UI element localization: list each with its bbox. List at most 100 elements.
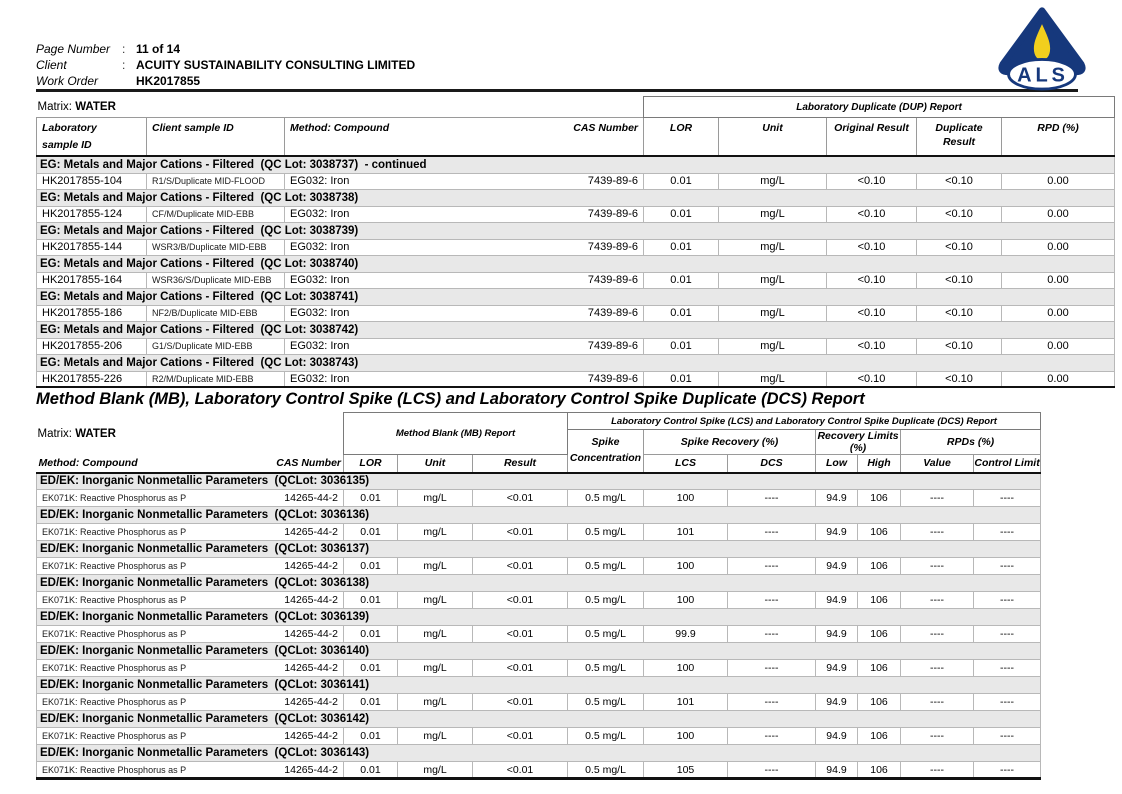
group-spike-recovery: Spike Recovery (%) bbox=[643, 429, 816, 455]
cell-low: 94.9 bbox=[815, 727, 858, 745]
cell-spike-concentration: 0.5 mg/L bbox=[567, 489, 644, 507]
page-number-label: Page Number bbox=[36, 42, 111, 56]
cell-cas: 7439-89-6 bbox=[509, 271, 644, 289]
cell-cas: 7439-89-6 bbox=[509, 304, 644, 322]
cell-method: EG032: Iron bbox=[284, 172, 510, 190]
logo-ellipse bbox=[1007, 58, 1077, 91]
cell-high: 106 bbox=[857, 523, 901, 541]
cell-method: EG032: Iron bbox=[284, 205, 510, 223]
cell-lor: 0.01 bbox=[343, 761, 398, 780]
col-spike-concentration: Spike Concentration bbox=[567, 429, 644, 474]
dup-section-title: EG: Metals and Major Cations - Filtered … bbox=[35, 287, 1116, 306]
cell-value: ---- bbox=[900, 761, 974, 780]
cell-method: EG032: Iron bbox=[284, 238, 510, 256]
cell-control-limit: ---- bbox=[972, 489, 1042, 507]
als-logo-icon: ALS bbox=[998, 7, 1086, 91]
col-result: Result bbox=[472, 454, 568, 474]
cell-lor: 0.01 bbox=[343, 693, 398, 711]
mb-section-row: ED/EK: Inorganic Nonmetallic Parameters … bbox=[35, 608, 1042, 626]
cell-unit: mg/L bbox=[397, 591, 473, 609]
cell-low: 94.9 bbox=[815, 693, 858, 711]
dup-data-row: HK2017855-206 G1/S/Duplicate MID-EBB EG0… bbox=[36, 337, 1116, 355]
col-method-compound: Method: Compound bbox=[284, 117, 510, 157]
dup-data-row: HK2017855-164 WSR36/S/Duplicate MID-EBB … bbox=[36, 271, 1116, 289]
cell-lab-id: HK2017855-124 bbox=[36, 205, 147, 223]
mb-report-title: Method Blank (MB), Laboratory Control Sp… bbox=[36, 390, 865, 408]
cell-duplicate: <0.10 bbox=[916, 370, 1002, 388]
client-row: Client : ACUITY SUSTAINABILITY CONSULTIN… bbox=[36, 57, 415, 73]
cell-rpd: 0.00 bbox=[1000, 304, 1116, 322]
dup-data-row: HK2017855-124 CF/M/Duplicate MID-EBB EG0… bbox=[36, 205, 1116, 223]
cell-rpd: 0.00 bbox=[1000, 271, 1116, 289]
col-unit: Unit bbox=[718, 117, 827, 157]
cell-method: EK071K: Reactive Phosphorus as P bbox=[36, 557, 227, 575]
cell-unit: mg/L bbox=[397, 693, 473, 711]
page-number-row: Page Number : 11 of 14 bbox=[36, 41, 415, 57]
cell-client-id: R2/M/Duplicate MID-EBB bbox=[146, 370, 285, 388]
cell-client-id: CF/M/Duplicate MID-EBB bbox=[146, 205, 285, 223]
cell-value: ---- bbox=[900, 727, 974, 745]
col-lor: LOR bbox=[343, 454, 398, 474]
cell-client-id: NF2/B/Duplicate MID-EBB bbox=[146, 304, 285, 322]
col-unit: Unit bbox=[397, 454, 473, 474]
cell-result: <0.01 bbox=[472, 489, 568, 507]
mb-section-row: ED/EK: Inorganic Nonmetallic Parameters … bbox=[35, 676, 1042, 694]
group-rpds: RPDs (%) bbox=[899, 429, 1042, 455]
cell-lor: 0.01 bbox=[643, 238, 719, 256]
cell-spike-concentration: 0.5 mg/L bbox=[567, 625, 644, 643]
cell-lor: 0.01 bbox=[643, 172, 719, 190]
cell-lcs: 100 bbox=[643, 591, 728, 609]
mb-data-row: EK071K: Reactive Phosphorus as P 14265-4… bbox=[36, 693, 1042, 711]
dup-data-row: HK2017855-226 R2/M/Duplicate MID-EBB EG0… bbox=[36, 370, 1116, 388]
cell-lab-id: HK2017855-164 bbox=[36, 271, 147, 289]
cell-dcs: ---- bbox=[727, 489, 816, 507]
cell-duplicate: <0.10 bbox=[916, 337, 1002, 355]
col-high: High bbox=[857, 454, 901, 474]
cell-method: EK071K: Reactive Phosphorus as P bbox=[36, 761, 227, 780]
cell-duplicate: <0.10 bbox=[916, 304, 1002, 322]
mb-matrix-line: Matrix: WATER bbox=[37, 413, 344, 455]
cell-cas: 14265-44-2 bbox=[226, 591, 344, 609]
cell-rpd: 0.00 bbox=[1000, 370, 1116, 388]
mb-table-head: Matrix: WATER Method Blank (MB) Report L… bbox=[36, 412, 1042, 474]
cell-duplicate: <0.10 bbox=[916, 172, 1002, 190]
dup-section-row: EG: Metals and Major Cations - Filtered … bbox=[35, 320, 1116, 339]
mb-section-row: ED/EK: Inorganic Nonmetallic Parameters … bbox=[35, 506, 1042, 524]
cell-lor: 0.01 bbox=[643, 337, 719, 355]
cell-cas: 14265-44-2 bbox=[226, 659, 344, 677]
mb-section-title: ED/EK: Inorganic Nonmetallic Parameters … bbox=[35, 676, 1042, 694]
cell-unit: mg/L bbox=[397, 557, 473, 575]
col-original-result: Original Result bbox=[826, 117, 917, 157]
cell-control-limit: ---- bbox=[972, 591, 1042, 609]
cell-client-id: G1/S/Duplicate MID-EBB bbox=[146, 337, 285, 355]
cell-control-limit: ---- bbox=[972, 625, 1042, 643]
cell-result: <0.01 bbox=[472, 591, 568, 609]
cell-unit: mg/L bbox=[397, 625, 473, 643]
cell-lcs: 100 bbox=[643, 659, 728, 677]
mb-section-title: ED/EK: Inorganic Nonmetallic Parameters … bbox=[35, 710, 1042, 728]
mb-section-row: ED/EK: Inorganic Nonmetallic Parameters … bbox=[35, 472, 1042, 490]
matrix-value: WATER bbox=[75, 100, 116, 113]
page-number-colon: : bbox=[122, 42, 126, 56]
mb-section-title: ED/EK: Inorganic Nonmetallic Parameters … bbox=[35, 506, 1042, 524]
cell-duplicate: <0.10 bbox=[916, 205, 1002, 223]
client-colon: : bbox=[122, 58, 126, 72]
cell-value: ---- bbox=[900, 693, 974, 711]
cell-unit: mg/L bbox=[397, 727, 473, 745]
cell-lor: 0.01 bbox=[343, 523, 398, 541]
cell-method: EK071K: Reactive Phosphorus as P bbox=[36, 693, 227, 711]
cell-method: EG032: Iron bbox=[284, 370, 510, 388]
col-rpd: RPD (%) bbox=[1000, 117, 1116, 157]
cell-rpd: 0.00 bbox=[1000, 337, 1116, 355]
cell-value: ---- bbox=[900, 523, 974, 541]
dup-matrix-line: Matrix: WATER bbox=[37, 97, 644, 118]
cell-duplicate: <0.10 bbox=[916, 238, 1002, 256]
cell-value: ---- bbox=[900, 489, 974, 507]
col-cas-number: CAS Number bbox=[509, 117, 644, 157]
dup-section-row: EG: Metals and Major Cations - Filtered … bbox=[35, 254, 1116, 273]
cell-lab-id: HK2017855-144 bbox=[36, 238, 147, 256]
cell-low: 94.9 bbox=[815, 761, 858, 780]
cell-high: 106 bbox=[857, 557, 901, 575]
mb-data-row: EK071K: Reactive Phosphorus as P 14265-4… bbox=[36, 727, 1042, 745]
work-order-label: Work Order bbox=[36, 74, 99, 88]
